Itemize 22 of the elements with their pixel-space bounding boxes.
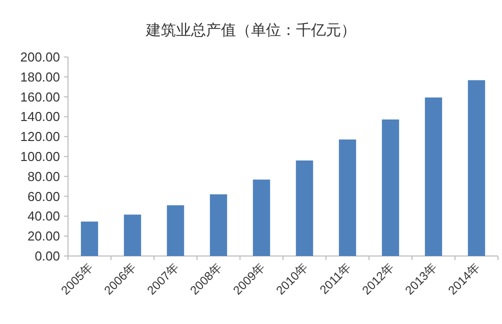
y-tick-label: 160.00 (20, 89, 60, 104)
y-tick-label: 140.00 (20, 109, 60, 124)
bar (166, 205, 184, 256)
chart-title: 建筑业总产值（单位：千亿元） (145, 21, 356, 39)
y-tick-label: 200.00 (20, 50, 60, 64)
y-tick-label: 180.00 (20, 69, 60, 84)
bar (338, 139, 356, 256)
y-tick-label: 120.00 (20, 129, 60, 144)
bar (424, 97, 442, 256)
y-tick-label: 40.00 (27, 208, 60, 224)
y-tick-label: 100.00 (20, 149, 60, 164)
y-tick-label: 80.00 (27, 168, 60, 184)
bar (80, 222, 98, 256)
bar (382, 119, 400, 256)
y-tick-label: 60.00 (27, 188, 60, 204)
y-tick-label: 0.00 (34, 248, 60, 264)
bar (124, 214, 142, 256)
bar (296, 160, 314, 256)
y-tick-label: 20.00 (27, 228, 60, 244)
bar (468, 80, 486, 256)
bar (252, 180, 270, 256)
bar (210, 194, 228, 256)
